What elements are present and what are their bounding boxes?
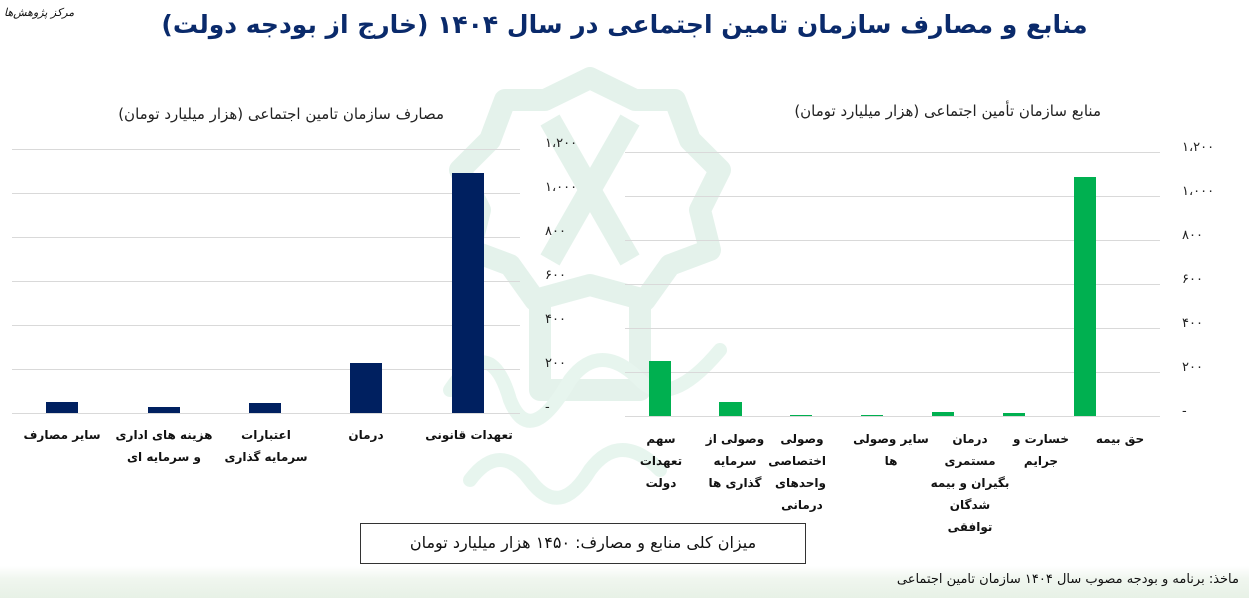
x-axis-baseline	[12, 413, 520, 414]
gridline	[12, 281, 520, 282]
bar-other-expenses	[46, 402, 78, 413]
expenses-chart: مصارف سازمان تامین اجتماعی (هزار میلیارد…	[0, 0, 520, 500]
bar-government-share	[649, 361, 671, 416]
gridline	[12, 369, 520, 370]
gridline	[625, 152, 1160, 153]
y-tick: ۶۰۰	[1182, 272, 1203, 287]
bar-legal-obligations	[452, 173, 484, 413]
bar-damages-fines	[1003, 413, 1025, 416]
x-label-government-share: سهم تعهدات دولت	[639, 432, 683, 490]
total-summary-box: میزان کلی منابع و مصارف: ۱۴۵۰ هزار میلیا…	[360, 523, 806, 564]
y-tick: ۴۰۰	[545, 312, 566, 327]
bar-investment-receipts	[719, 402, 742, 416]
gridline	[12, 325, 520, 326]
y-tick: ۴۰۰	[1182, 316, 1203, 331]
x-label-pensioners-treatment: درمان مستمری بگیران و بیمه شدگان توافقی	[930, 432, 1010, 534]
x-label-medical-units-receipts: وصولی اختصاصی واحدهای درمانی	[768, 432, 826, 512]
y-tick: ۶۰۰	[545, 268, 566, 283]
gridline	[625, 328, 1160, 329]
x-label-investment-credits: اعتبارات سرمایه گذاری	[224, 428, 308, 464]
y-tick: ۱،۲۰۰	[545, 136, 578, 151]
expenses-chart-title: مصارف سازمان تامین اجتماعی (هزار میلیارد…	[118, 105, 444, 123]
x-label-other-expenses: سایر مصارف	[23, 428, 101, 442]
bar-medical-units-receipts	[790, 415, 812, 416]
bar-other-receipts	[861, 415, 883, 416]
bar-investment-credits	[249, 403, 281, 413]
y-tick: ۱،۰۰۰	[545, 180, 578, 195]
gridline	[625, 240, 1160, 241]
gridline	[625, 372, 1160, 373]
x-label-investment-receipts: وصولی از سرمایه گذاری ها	[705, 432, 765, 490]
gridline	[625, 196, 1160, 197]
gridline	[625, 284, 1160, 285]
page-title: منابع و مصارف سازمان تامین اجتماعی در سا…	[161, 10, 1088, 39]
y-tick: ۸۰۰	[545, 224, 566, 239]
y-tick: ۱،۲۰۰	[1182, 140, 1215, 155]
gridline	[12, 193, 520, 194]
bar-insurance-premium	[1074, 177, 1096, 416]
y-tick: -	[545, 400, 550, 415]
footer-band	[0, 566, 1249, 598]
bar-pensioners-treatment	[932, 412, 954, 416]
gridline	[12, 149, 520, 150]
x-label-insurance-premium: حق بیمه	[1095, 432, 1145, 446]
x-axis-baseline	[625, 416, 1160, 417]
bar-medical-treatment	[350, 363, 382, 413]
x-label-damages-fines: خسارت و جرایم	[1013, 432, 1069, 468]
x-label-other-receipts: سایر وصولی ها	[853, 432, 929, 468]
y-tick: ۱،۰۰۰	[1182, 184, 1215, 199]
gridline	[12, 237, 520, 238]
source-note: ماخذ: برنامه و بودجه مصوب سال ۱۴۰۴ سازما…	[896, 572, 1239, 587]
y-tick: ۸۰۰	[1182, 228, 1203, 243]
y-tick: ۲۰۰	[1182, 360, 1203, 375]
x-label-medical-treatment: درمان	[348, 428, 384, 442]
bar-admin-capital-costs	[148, 407, 180, 413]
y-tick: ۲۰۰	[545, 356, 566, 371]
resources-chart-title: منابع سازمان تأمین اجتماعی (هزار میلیارد…	[794, 102, 1101, 120]
x-label-legal-obligations: تعهدات قانونی	[425, 428, 513, 442]
y-tick: -	[1182, 404, 1187, 419]
x-label-admin-capital-costs: هزینه های اداری و سرمایه ای	[115, 428, 213, 464]
research-center-logo: مرکز پژوهش‌ها	[4, 6, 75, 19]
resources-chart: منابع سازمان تأمین اجتماعی (هزار میلیارد…	[625, 102, 1215, 534]
